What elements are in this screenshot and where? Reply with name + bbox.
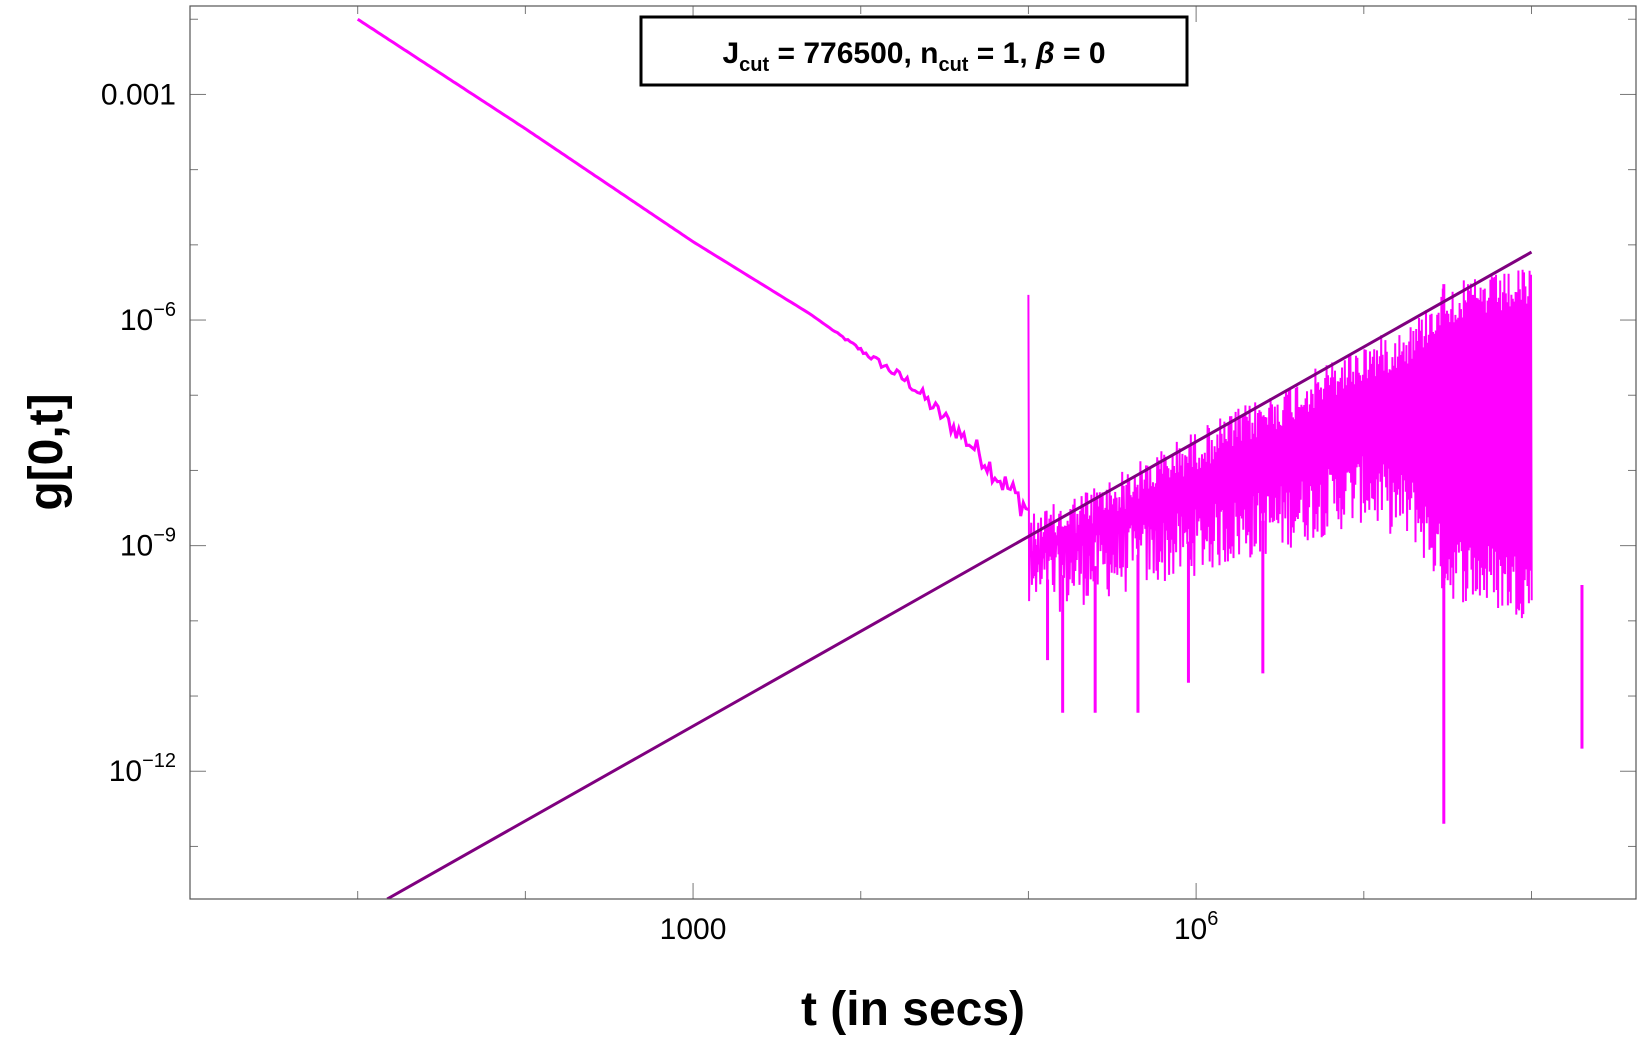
tick-labels: 1000 106 0.001 10−6 10−9 10−12: [101, 78, 1218, 946]
y-tick-label: 10−9: [120, 525, 176, 563]
legend-box: Jcut = 776500, ncut = 1, β = 0: [639, 15, 1189, 87]
series-noise-band: [1027, 269, 1584, 824]
x-tick-label: 1000: [660, 913, 727, 946]
y-tick-label: 0.001: [101, 78, 176, 111]
noise-band-path: [1027, 269, 1533, 619]
x-axis-label: t (in secs): [801, 983, 1025, 1036]
x-tick-label: 106: [1174, 908, 1219, 946]
y-axis-label: g[0,t]: [20, 393, 73, 510]
plot-frame: [189, 5, 1637, 900]
series-decay-line: [356, 17, 1029, 517]
y-tick-label: 10−6: [120, 299, 176, 337]
legend-text: Jcut = 776500, ncut = 1, β = 0: [722, 37, 1105, 76]
y-tick-label: 10−12: [109, 750, 176, 788]
series-growth-line: [386, 250, 1533, 899]
plot-area: [356, 17, 1584, 899]
